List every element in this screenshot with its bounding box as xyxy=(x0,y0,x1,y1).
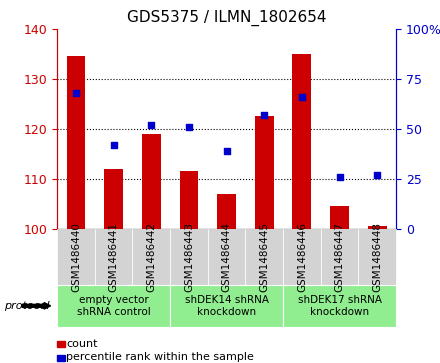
Text: GSM1486448: GSM1486448 xyxy=(372,222,382,292)
Point xyxy=(298,94,305,100)
Point xyxy=(223,148,230,154)
Text: GSM1486442: GSM1486442 xyxy=(147,222,156,292)
Point xyxy=(185,124,192,130)
Point xyxy=(73,90,80,96)
Text: GSM1486445: GSM1486445 xyxy=(259,222,269,292)
Text: empty vector
shRNA control: empty vector shRNA control xyxy=(77,295,150,317)
Text: GSM1486440: GSM1486440 xyxy=(71,222,81,292)
Text: count: count xyxy=(66,339,98,349)
Text: GSM1486444: GSM1486444 xyxy=(222,222,231,292)
Bar xyxy=(217,194,236,229)
Point xyxy=(336,174,343,180)
Bar xyxy=(293,54,312,229)
Title: GDS5375 / ILMN_1802654: GDS5375 / ILMN_1802654 xyxy=(127,10,326,26)
Bar xyxy=(255,117,274,229)
Text: percentile rank within the sample: percentile rank within the sample xyxy=(66,352,254,362)
Bar xyxy=(330,206,349,229)
Bar xyxy=(368,226,387,229)
Point xyxy=(110,142,117,148)
Bar xyxy=(142,134,161,229)
Bar xyxy=(180,171,198,229)
Text: protocol: protocol xyxy=(4,301,50,311)
Text: shDEK14 shRNA
knockdown: shDEK14 shRNA knockdown xyxy=(185,295,268,317)
Text: GSM1486446: GSM1486446 xyxy=(297,222,307,292)
Point xyxy=(374,172,381,178)
Point xyxy=(261,112,268,118)
Bar xyxy=(66,57,85,229)
Text: GSM1486441: GSM1486441 xyxy=(109,222,119,292)
Text: GSM1486443: GSM1486443 xyxy=(184,222,194,292)
Point xyxy=(148,122,155,128)
Bar xyxy=(104,169,123,229)
Text: GSM1486447: GSM1486447 xyxy=(334,222,345,292)
Text: shDEK17 shRNA
knockdown: shDEK17 shRNA knockdown xyxy=(297,295,381,317)
